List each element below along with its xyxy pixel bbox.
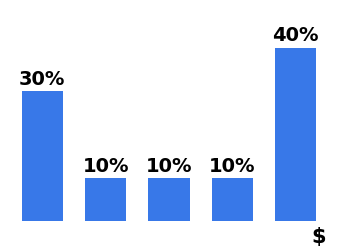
- Text: $: $: [312, 227, 326, 247]
- Text: 10%: 10%: [82, 157, 129, 176]
- Bar: [148, 178, 190, 221]
- Bar: [85, 178, 126, 221]
- Text: 10%: 10%: [146, 157, 192, 176]
- Bar: [212, 178, 253, 221]
- Text: 30%: 30%: [19, 70, 65, 89]
- Bar: [22, 91, 63, 221]
- Text: 10%: 10%: [209, 157, 256, 176]
- Text: 40%: 40%: [272, 26, 319, 46]
- Bar: [275, 48, 316, 221]
